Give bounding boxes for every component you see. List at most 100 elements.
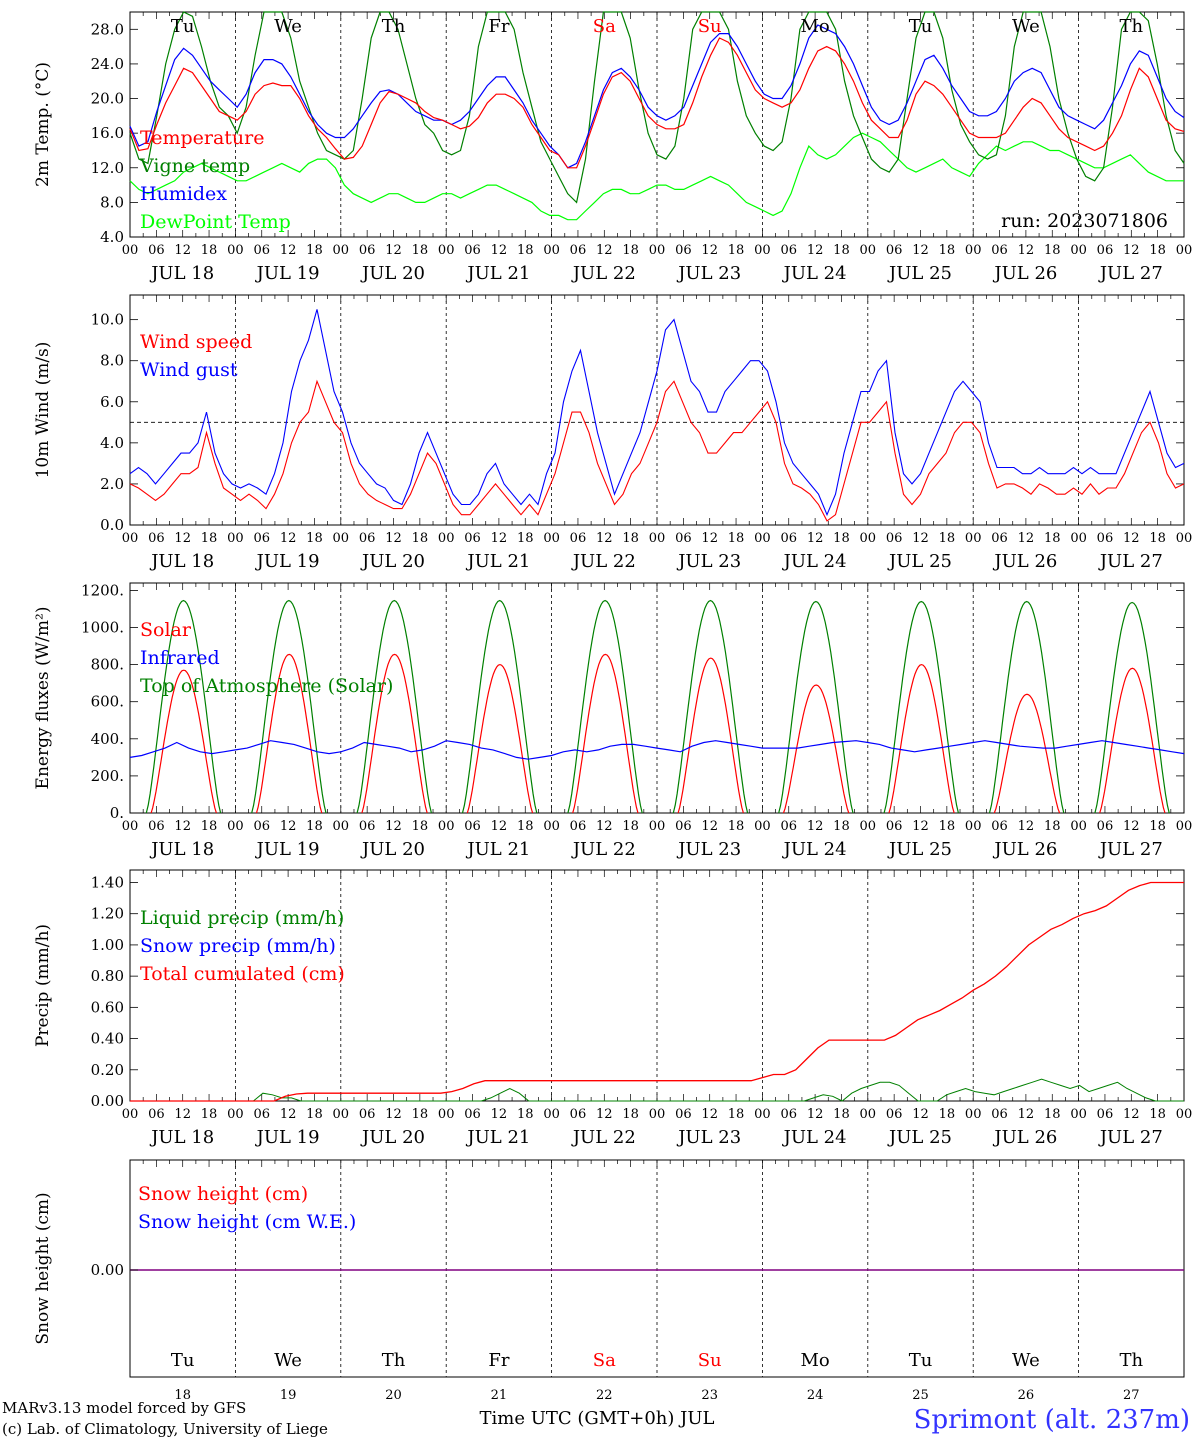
hour-tick-label: 00 [1070,819,1087,834]
hour-tick-label: 06 [464,531,481,546]
hour-tick-label: 18 [412,243,429,258]
hour-tick-label: 00 [1176,531,1193,546]
hour-tick-label: 18 [306,1107,323,1122]
day-number-label: 19 [280,1388,297,1403]
hour-tick-label: 18 [201,243,218,258]
hour-tick-label: 00 [860,243,877,258]
hour-tick-label: 18 [728,1107,745,1122]
y-tick-label: 1.20 [91,905,124,923]
hour-tick-label: 18 [728,243,745,258]
day-label: JUL 25 [887,1127,952,1148]
hour-tick-label: 00 [543,1107,560,1122]
day-label: JUL 24 [782,263,847,284]
hour-tick-label: 12 [491,531,508,546]
weekday-label: Sa [593,1350,616,1371]
weekday-label: Sa [593,16,616,37]
hour-tick-label: 06 [464,819,481,834]
hour-tick-label: 12 [174,1107,191,1122]
hour-tick-label: 00 [1070,531,1087,546]
hour-tick-label: 00 [438,819,455,834]
hour-tick-label: 18 [939,243,956,258]
hour-tick-label: 18 [517,531,534,546]
hour-tick-label: 12 [807,819,824,834]
day-label: JUL 18 [149,263,214,284]
day-label: JUL 25 [887,839,952,860]
hour-tick-label: 06 [253,243,270,258]
weekday-label: Tu [171,16,195,37]
hour-tick-label: 12 [385,1107,402,1122]
weekday-label: Th [1119,16,1143,37]
hour-tick-label: 06 [148,243,165,258]
hour-tick-label: 00 [122,1107,139,1122]
y-tick-label: 1.00 [91,936,124,954]
day-label: JUL 25 [887,263,952,284]
hour-tick-label: 12 [701,243,718,258]
weekday-label: Mo [800,1350,829,1371]
hour-tick-label: 12 [912,243,929,258]
hour-tick-label: 00 [965,243,982,258]
day-label: JUL 19 [255,839,320,860]
hour-tick-label: 12 [385,819,402,834]
day-number-label: 26 [1018,1388,1035,1403]
hour-tick-label: 06 [570,1107,587,1122]
hour-tick-label: 12 [1123,243,1140,258]
hour-tick-label: 18 [939,531,956,546]
hour-tick-label: 12 [1123,1107,1140,1122]
hour-tick-label: 18 [728,531,745,546]
hour-tick-label: 06 [148,531,165,546]
hour-tick-label: 12 [491,243,508,258]
y-tick-label: 4.0 [100,434,124,452]
day-label: JUL 27 [1098,839,1163,860]
day-label: JUL 27 [1098,263,1163,284]
y-tick-label: 1200. [81,581,124,599]
weekday-label: Th [1119,1350,1143,1371]
hour-tick-label: 18 [1044,1107,1061,1122]
hour-tick-label: 18 [622,243,639,258]
hour-tick-label: 00 [543,819,560,834]
hour-tick-label: 00 [860,1107,877,1122]
y-tick-label: 800. [91,656,124,674]
weekday-label: Tu [171,1350,195,1371]
day-label: JUL 22 [571,1127,636,1148]
hour-tick-label: 00 [649,819,666,834]
hour-tick-label: 00 [227,1107,244,1122]
hour-tick-label: 12 [807,1107,824,1122]
hour-tick-label: 00 [649,243,666,258]
hour-tick-label: 00 [754,243,771,258]
y-tick-label: 0. [110,804,124,822]
hour-tick-label: 06 [359,819,376,834]
hour-tick-label: 12 [912,531,929,546]
day-label: JUL 23 [676,839,741,860]
series-line-wind-gust [129,309,1185,517]
hour-tick-label: 06 [991,531,1008,546]
weekday-label: Fr [488,1350,509,1371]
hour-tick-label: 00 [543,243,560,258]
day-label: JUL 19 [255,263,320,284]
hour-tick-label: 06 [253,1107,270,1122]
y-tick-label: 400. [91,730,124,748]
weekday-label: Mo [800,16,829,37]
legend-entry: Solar [140,619,192,641]
hour-tick-label: 12 [280,1107,297,1122]
series-line-liquid-precip [130,1078,1184,1102]
y-tick-label: 8.0 [100,193,124,211]
weekday-label: Fr [488,16,509,37]
hour-tick-label: 06 [675,1107,692,1122]
y-axis-label: Snow height (cm) [33,1192,53,1344]
hour-tick-label: 06 [886,531,903,546]
hour-tick-label: 06 [780,243,797,258]
hour-tick-label: 06 [570,819,587,834]
hour-tick-label: 18 [1044,531,1061,546]
hour-tick-label: 00 [649,1107,666,1122]
series-line-vigne-temp [129,11,1185,204]
legend-entry: Snow height (cm W.E.) [138,1211,356,1233]
hour-tick-label: 00 [333,1107,350,1122]
day-label: JUL 23 [676,263,741,284]
day-label: JUL 24 [782,839,847,860]
day-label: JUL 27 [1098,551,1163,572]
hour-tick-label: 06 [1097,1107,1114,1122]
day-label: JUL 26 [992,1127,1057,1148]
hour-tick-label: 18 [306,531,323,546]
day-number-label: 25 [912,1388,929,1403]
series-line-infrared [129,740,1185,760]
